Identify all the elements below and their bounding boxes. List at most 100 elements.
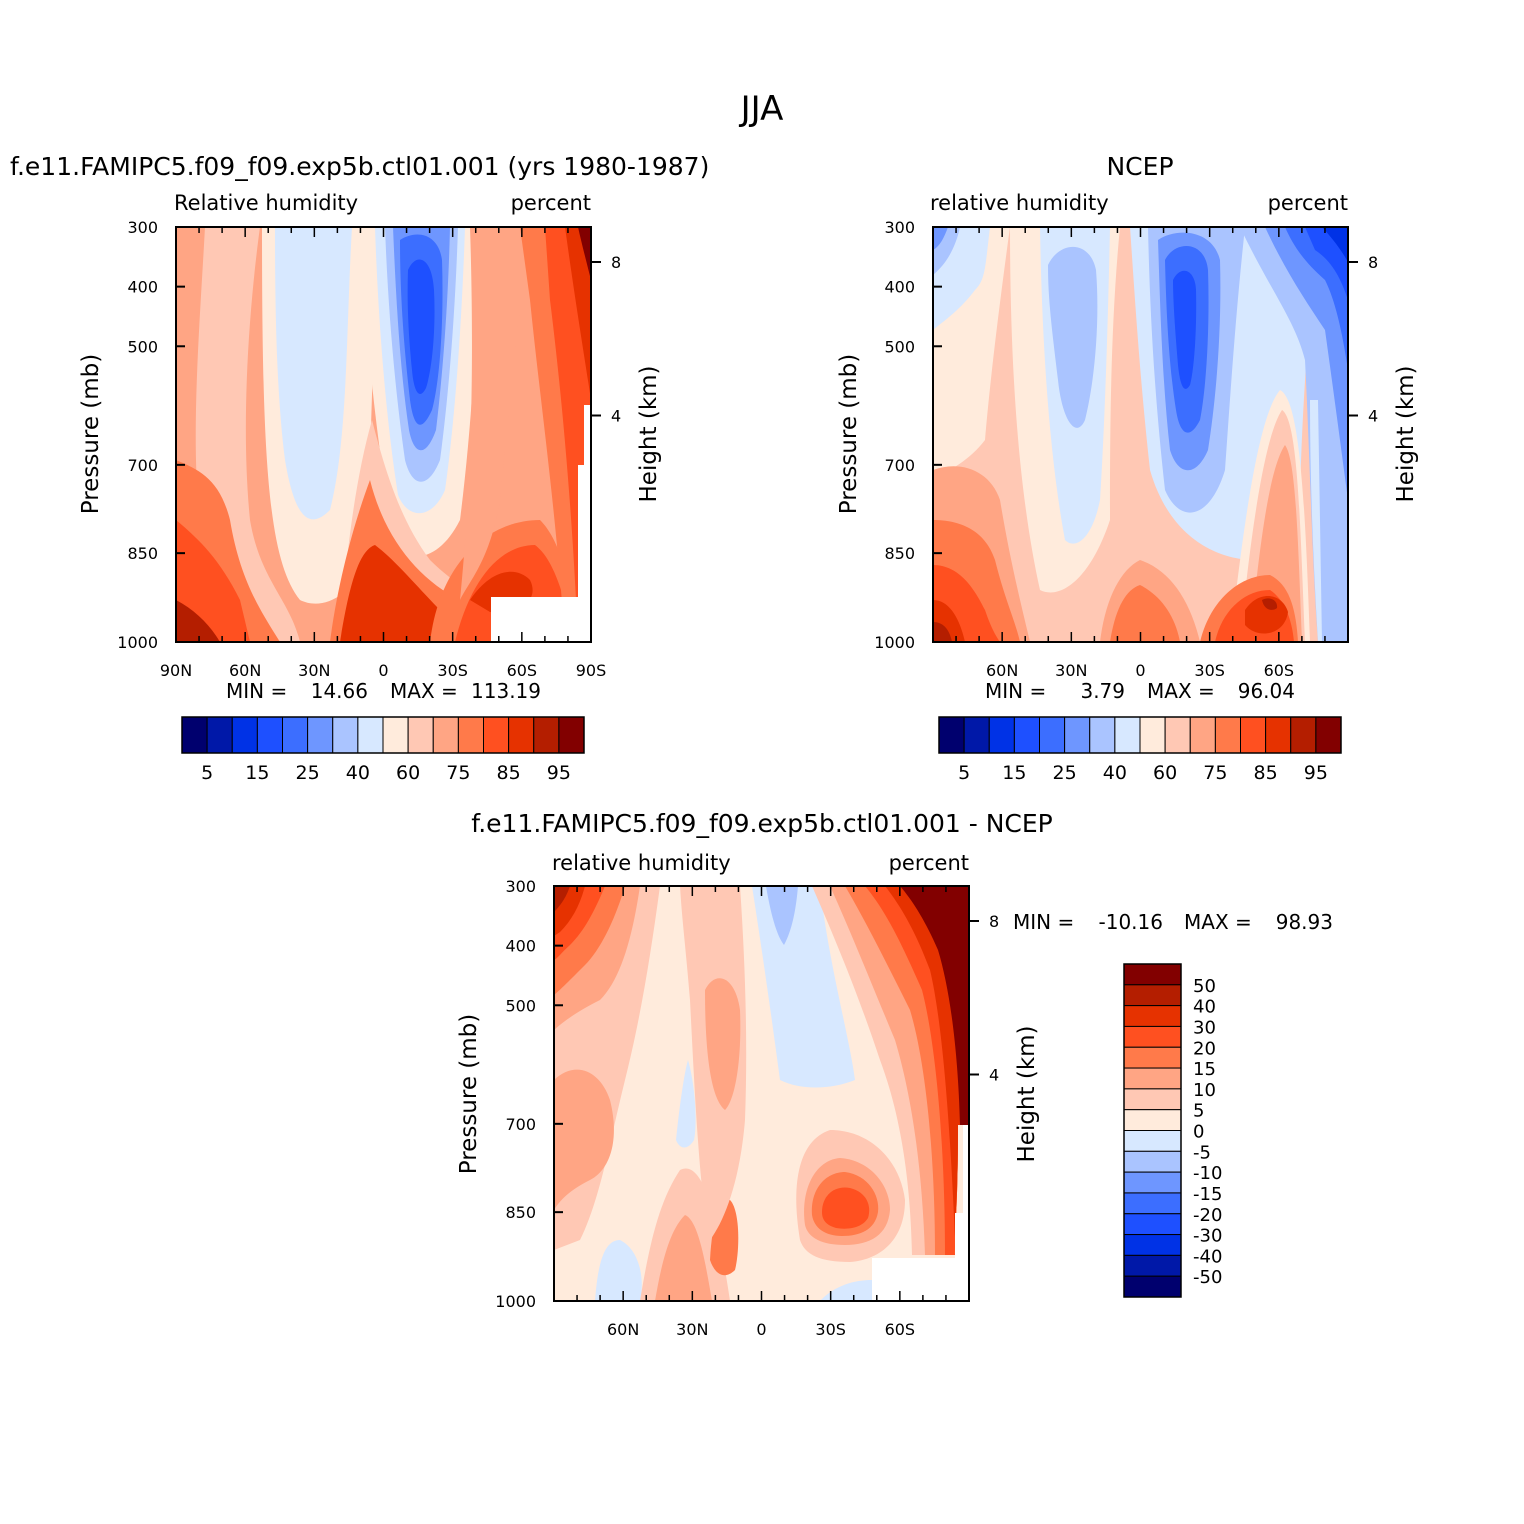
diff-contour-band: [705, 978, 741, 1110]
model-missing-data: [491, 405, 591, 642]
ncep-x-tick-label: 60N: [986, 661, 1018, 680]
panel-model: f.e11.FAMIPC5.f09_f09.exp5b.ctl01.001 (y…: [10, 152, 709, 784]
diff-colorbar-label: -5: [1193, 1142, 1211, 1163]
diff-ylabel: Pressure (mb): [456, 1014, 482, 1174]
model-colorbar-swatch: [533, 716, 560, 754]
diff-colorbar-label: 40: [1193, 997, 1216, 1018]
model-colorbar-swatch: [457, 716, 484, 754]
model-min-value: 14.66: [311, 679, 368, 703]
diff-colorbar-swatch: [1123, 1005, 1182, 1027]
ncep-plot-area: [932, 226, 1349, 643]
diff-colorbar-swatch: [1123, 1150, 1182, 1173]
ncep-colorbar-label: 85: [1254, 762, 1278, 784]
model-x-tick-label: 30S: [437, 661, 468, 680]
ncep-y-tick-label: 500: [884, 337, 915, 356]
ncep-colorbar-label: 95: [1304, 762, 1328, 784]
panel-ncep: NCEP relative humidity percent: [836, 152, 1419, 784]
diff-contour-band: [655, 1215, 712, 1301]
model-colorbar-border: [181, 716, 585, 754]
model-y-axis: 300 400 500 700 850 1000 8 4: [117, 218, 621, 652]
diff-x-tick-label: 60N: [607, 1320, 639, 1339]
ncep-colorbar: 5 15 25 40 60 75 85 95: [938, 716, 1342, 784]
diff-colorbar-swatch: [1123, 963, 1182, 986]
ncep-colorbar-label: 75: [1203, 762, 1227, 784]
model-y2-tick-label: 4: [611, 406, 621, 425]
diff-x-tick-label: 60S: [885, 1320, 916, 1339]
ncep-y-axis: 300 400 500 700 850 1000 8 4: [874, 218, 1378, 652]
model-colorbar-swatch: [256, 716, 283, 754]
ncep-colorbar-label: 15: [1002, 762, 1026, 784]
ncep-colorbar-swatch: [1240, 716, 1267, 754]
ncep-colorbar-swatch: [1089, 716, 1116, 754]
model-units-label: percent: [511, 191, 591, 215]
diff-contour-band: [554, 886, 570, 912]
model-colorbar-label: 15: [245, 762, 269, 784]
model-ylabel: Pressure (mb): [78, 354, 104, 514]
diff-colorbar-label: -20: [1193, 1205, 1222, 1226]
ncep-contour-band: [1265, 227, 1348, 500]
diff-colorbar-swatch: [1123, 1130, 1182, 1152]
diff-min-value: -10.16: [1099, 910, 1163, 934]
model-colorbar-label: 40: [346, 762, 370, 784]
diff-contour-band: [900, 886, 969, 1125]
diff-colorbar-swatch: [1123, 1067, 1182, 1090]
figure-title: JJA: [739, 89, 784, 129]
ncep-colorbar-swatch: [963, 716, 990, 754]
panel-difference: f.e11.FAMIPC5.f09_f09.exp5b.ctl01.001 - …: [456, 809, 1333, 1339]
diff-y-tick-label: 400: [505, 937, 536, 956]
diff-contour-band: [820, 1280, 872, 1301]
ncep-colorbar-swatch: [1214, 716, 1241, 754]
model-y2label: Height (km): [636, 365, 662, 502]
ncep-colorbar-label: 25: [1053, 762, 1077, 784]
diff-colorbar-label: -50: [1193, 1267, 1222, 1288]
diff-min-label: MIN =: [1013, 910, 1074, 934]
diff-colorbar-swatch: [1123, 984, 1182, 1007]
diff-x-tick-label: 30N: [676, 1320, 708, 1339]
diff-colorbar-swatch: [1123, 1088, 1182, 1111]
ncep-y-tick-label: 850: [884, 544, 915, 563]
model-max-value: 113.19: [471, 679, 541, 703]
diff-x-axis: 60N 30N 0 30S 60S: [553, 886, 970, 1339]
ncep-contour-band: [933, 227, 948, 250]
ncep-colorbar-label: 60: [1153, 762, 1177, 784]
model-colorbar-swatch: [407, 716, 434, 754]
ncep-min-value: 3.79: [1080, 679, 1125, 703]
ncep-colorbar-swatch: [1265, 716, 1292, 754]
model-x-tick-label: 0: [378, 661, 388, 680]
model-colorbar-label: 95: [547, 762, 571, 784]
ncep-ylabel: Pressure (mb): [836, 354, 862, 514]
diff-colorbar-swatch: [1123, 1109, 1182, 1131]
model-contour-band: [460, 227, 530, 600]
ncep-contour-band: [1048, 246, 1098, 428]
diff-y-tick-label: 850: [505, 1203, 536, 1222]
diff-colorbar-swatch: [1123, 1234, 1182, 1256]
model-colorbar-swatch: [357, 716, 384, 754]
ncep-max-label: MAX =: [1147, 679, 1215, 703]
ncep-contour-band: [1240, 227, 1348, 642]
diff-contour-band: [554, 1069, 614, 1210]
ncep-colorbar-label: 40: [1103, 762, 1127, 784]
ncep-contour-band: [1173, 270, 1197, 389]
diff-x-tick-label: 30S: [815, 1320, 846, 1339]
diff-colorbar-label: -15: [1193, 1184, 1222, 1205]
diff-colorbar-swatch: [1123, 1046, 1182, 1069]
model-contour-band: [565, 227, 591, 400]
ncep-colorbar-swatch: [1164, 716, 1191, 754]
diff-contour-band: [752, 886, 855, 1088]
diff-colorbar-label: 10: [1193, 1080, 1216, 1101]
diff-y2-tick-label: 8: [989, 912, 999, 931]
ncep-colorbar-swatch: [1064, 716, 1091, 754]
diff-colorbar-swatch: [1123, 1171, 1182, 1194]
model-max-label: MAX =: [390, 679, 458, 703]
ncep-contour-band: [1310, 400, 1322, 642]
diff-y-tick-label: 500: [505, 996, 536, 1015]
ncep-x-tick-label: 30N: [1055, 661, 1087, 680]
diff-colorbar-swatch: [1123, 1025, 1182, 1048]
model-contour-band: [176, 520, 250, 642]
ncep-y2label: Height (km): [1393, 365, 1419, 502]
model-colorbar-swatch: [181, 716, 208, 754]
ncep-y2-tick-label: 4: [1368, 406, 1378, 425]
model-colorbar-swatch: [206, 716, 233, 754]
ncep-colorbar-swatch: [1114, 716, 1141, 754]
